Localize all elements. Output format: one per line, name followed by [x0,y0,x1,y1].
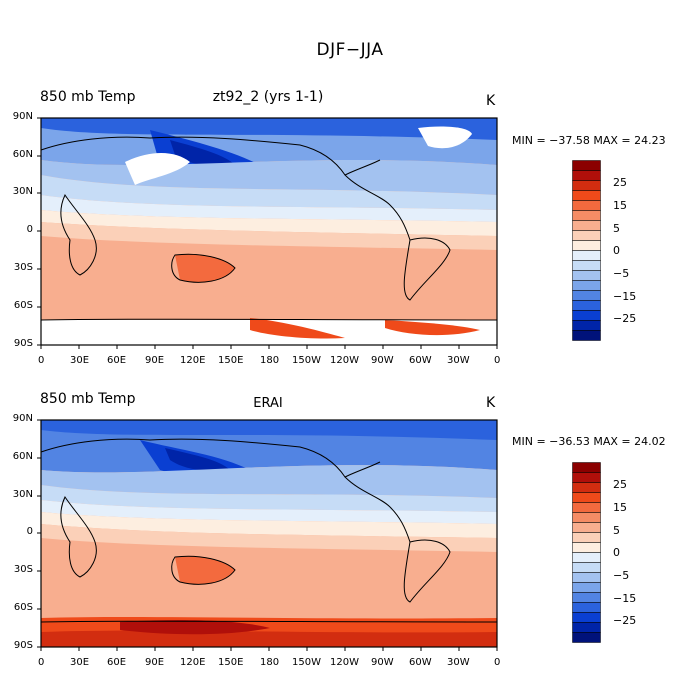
panel-2-x-tick-150e: 150E [218,657,244,668]
panel-1-x-tick-120w: 120W [330,355,359,366]
panel-2-colorbar-label-neg15: −15 [613,592,637,605]
panel-1-x-tick-0-end: 0 [494,355,501,366]
panel-2-colorbar-swatch-8 [572,542,601,553]
panel-2-unit-label: K [486,395,496,411]
panel-1-colorbar-label-neg25: −25 [613,312,637,325]
panel-2-min-max: MIN = −36.53 MAX = 24.02 [512,435,666,448]
panel-1-coastlines [40,136,498,321]
panel-1-colorbar-label-neg15: −15 [613,290,637,303]
panel-1-x-tick-180: 180 [260,355,280,366]
panel-1-min-max: MIN = −37.58 MAX = 24.23 [512,134,666,147]
panel-1-y-tick-90s: 90S [13,338,33,349]
panel-1-colorbar-label-15: 15 [613,199,627,212]
panel-2-coastlines [40,438,498,623]
panel-1-axis-ticks [37,117,498,349]
panel-1-colorbar [572,160,601,341]
panel-2-colorbar-label-5: 5 [613,524,620,537]
panel-2-colorbar-label-neg25: −25 [613,614,637,627]
panel-2-temperature-field [41,420,497,647]
panel-2-colorbar-swatch-1 [572,472,601,483]
panel-2-y-tick-60n: 60N [12,451,33,462]
panel-1-variable-label: 850 mb Temp [40,89,136,105]
panel-1-x-tick-60w: 60W [409,355,432,366]
panel-2-colorbar-swatch-15 [572,612,601,623]
panel-2-colorbar-label-0: 0 [613,546,620,559]
panel-2-colorbar-swatch-5 [572,512,601,523]
panel-2-colorbar-label-neg5: −5 [613,569,630,582]
panel-2-colorbar-swatch-7 [572,532,601,543]
panel-2-colorbar-swatch-11 [572,572,601,583]
panel-2-x-tick-0: 0 [38,657,45,668]
panel-2-y-tick-60s: 60S [13,602,33,613]
panel-1-x-tick-0: 0 [38,355,45,366]
panel-2-x-tick-90e: 90E [145,657,165,668]
panel-1-unit-label: K [486,93,496,109]
panel-2-y-tick-30s: 30S [13,564,33,575]
panel-1-y-tick-30s: 30S [13,262,33,273]
panel-2-colorbar-swatch-17 [572,632,601,643]
panel-2-colorbar-swatch-2 [572,482,601,493]
panel-2-x-tick-0-end: 0 [494,657,501,668]
panel-1-x-tick-150e: 150E [218,355,244,366]
panel-2-x-tick-60e: 60E [107,657,127,668]
panel-2-x-tick-120w: 120W [330,657,359,668]
panel-2-colorbar-swatch-13 [572,592,601,603]
panel-1-x-tick-60e: 60E [107,355,127,366]
panel-2-colorbar-swatch-12 [572,582,601,593]
panel-1-x-tick-90e: 90E [145,355,165,366]
panel-2-colorbar-swatch-10 [572,562,601,573]
panel-2-colorbar-swatch-4 [572,502,601,513]
panel-1-dataset-label: zt92_2 (yrs 1-1) [212,89,324,105]
panel-2-colorbar-swatch-9 [572,552,601,563]
panel-2-y-tick-30n: 30N [12,489,33,500]
panel-2-x-tick-150w: 150W [292,657,321,668]
panel-2-colorbar-label-25: 25 [613,478,627,491]
panel-2-colorbar-label-15: 15 [613,501,627,514]
panel-1-y-tick-60s: 60S [13,300,33,311]
panel-2-colorbar [572,462,601,643]
panel-1-x-tick-30w: 30W [447,355,470,366]
panel-2-axis-ticks [37,419,498,651]
panel-2-colorbar-swatch-3 [572,492,601,503]
panel-1-y-tick-0: 0 [26,224,33,235]
figure-title: DJF−JJA [316,40,384,60]
panel-2-x-tick-120e: 120E [180,657,206,668]
panel-1-y-tick-30n: 30N [12,186,33,197]
panel-2-y-tick-90n: 90N [12,413,33,424]
panel-1-y-tick-90n: 90N [12,111,33,122]
panel-1-x-tick-90w: 90W [371,355,394,366]
panel-2-y-tick-0: 0 [26,526,33,537]
panel-2-colorbar-swatch-14 [572,602,601,613]
panel-2-x-tick-90w: 90W [371,657,394,668]
panel-1-y-tick-60n: 60N [12,149,33,160]
panel-1-colorbar-label-neg5: −5 [613,267,630,280]
panel-2-y-tick-90s: 90S [13,640,33,651]
panel-2-x-tick-180: 180 [260,657,280,668]
panel-1-temperature-field [41,118,497,345]
panel-2-x-tick-30w: 30W [447,657,470,668]
panel-2-colorbar-swatch-16 [572,622,601,633]
panel-2-variable-label: 850 mb Temp [40,391,136,407]
panel-1-colorbar-label-5: 5 [613,222,620,235]
panel-1-colorbar-label-25: 25 [613,176,627,189]
panel-1-x-tick-120e: 120E [180,355,206,366]
panel-1-x-tick-150w: 150W [292,355,321,366]
panel-2-x-tick-60w: 60W [409,657,432,668]
panel-1-x-tick-30e: 30E [70,355,90,366]
panel-2-dataset-label: ERAI [253,396,283,411]
panel-2-x-tick-30e: 30E [70,657,90,668]
panel-2-colorbar-swatch-0 [572,462,601,473]
panel-1-colorbar-label-0: 0 [613,244,620,257]
panel-2-colorbar-swatch-6 [572,522,601,533]
panel-1-colorbar-swatch-17 [572,330,601,341]
